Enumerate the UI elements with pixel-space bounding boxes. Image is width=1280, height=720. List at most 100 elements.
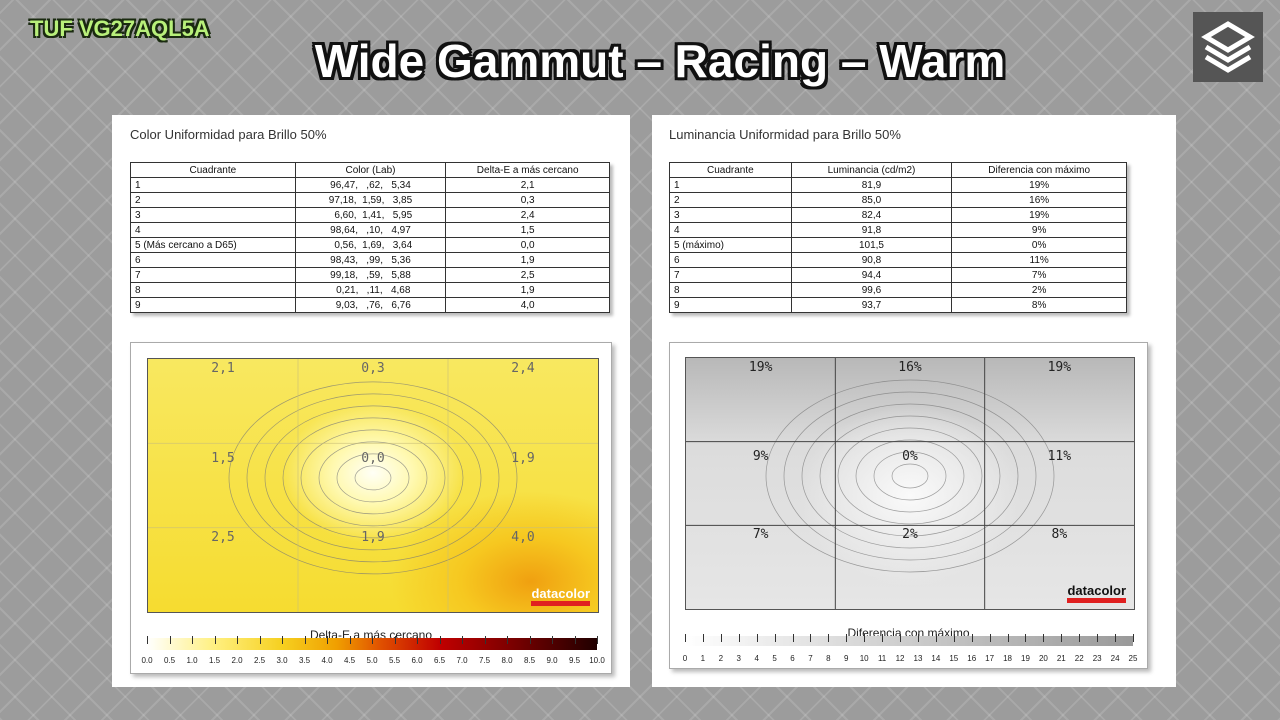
table-cell: 9% — [951, 222, 1127, 238]
cell-label: 19% — [748, 359, 773, 375]
cell-label: 16% — [898, 359, 922, 375]
table-cell: 93,7 — [790, 297, 953, 313]
table-cell: 8 — [669, 282, 792, 298]
table-row: 4 98,64, ,10, 4,97 1,5 — [130, 222, 610, 238]
scale-tick — [507, 636, 508, 644]
cell-label: 7% — [752, 527, 769, 543]
icon-graphic — [1201, 21, 1255, 73]
left-panel: Color Uniformidad para Brillo 50% Cuadran… — [112, 115, 630, 687]
scale-label: 5.0 — [366, 656, 378, 665]
scale-label: 18 — [1003, 654, 1012, 663]
table-cell: 90,8 — [790, 252, 953, 268]
scale-tick — [792, 634, 794, 642]
table-cell: 97,18, 1,59, 3,85 — [294, 192, 447, 208]
table-row: 2 85,0 16% — [669, 192, 1127, 208]
scale-tick — [810, 634, 812, 642]
scale-tick — [846, 634, 848, 642]
header-row: Cuadrante Color (Lab) Delta-E a más cercan… — [130, 162, 610, 178]
table-cell: 0,21, ,11, 4,68 — [294, 282, 447, 298]
scale-label: 21 — [1056, 654, 1066, 663]
logo-icon — [1193, 12, 1263, 82]
table-cell: 19% — [951, 177, 1127, 193]
scale-tick — [394, 636, 396, 644]
table-cell: 9 — [669, 297, 792, 313]
scale-tick — [756, 634, 758, 642]
table-row: 6 98,43, ,99, 5,36 1,9 — [130, 252, 610, 268]
scale-label: 3.5 — [298, 656, 311, 665]
table-row: 8 0,21, ,11, 4,68 1,9 — [130, 282, 610, 298]
table-cell: 5 (máximo) — [669, 237, 792, 253]
scale-label: 7.5 — [478, 656, 491, 665]
scale-tick — [439, 636, 441, 644]
scale-tick — [327, 636, 328, 644]
scale-label: 15 — [949, 654, 959, 663]
table-cell: 4 — [130, 222, 296, 238]
table-cell: 91,8 — [790, 222, 953, 238]
cell-label: 11% — [1047, 448, 1072, 464]
table-cell: 0,56, 1,69, 3,64 — [294, 237, 447, 253]
scale-label: 17 — [985, 654, 995, 663]
table-cell: 3 — [130, 207, 296, 223]
header-row: Cuadrante Luminancia (cd/m2) Diferencia co… — [669, 162, 1127, 178]
scale-label: 7 — [808, 654, 813, 663]
table-cell: 7 — [130, 267, 296, 283]
scale-tick — [1097, 634, 1099, 642]
table-cell: 6 — [669, 252, 792, 268]
scale-label: 6.5 — [433, 656, 446, 665]
cell-label: 2,5 — [211, 529, 235, 545]
cell-label: 1,5 — [211, 450, 235, 466]
scale-tick — [214, 636, 216, 644]
scale-tick — [953, 634, 955, 642]
table-row: 3 82,4 19% — [669, 207, 1127, 223]
scale-tick — [597, 636, 598, 644]
table-row: 2 97,18, 1,59, 3,85 0,3 — [130, 192, 610, 208]
table-row: 4 91,8 9% — [669, 222, 1127, 238]
scale-label: 23 — [1092, 654, 1102, 663]
scale-label: 13 — [913, 654, 923, 663]
scale-label: 1 — [700, 654, 706, 663]
datacolor-logo: datacolor — [1067, 583, 1126, 603]
table-cell: 98,43, ,99, 5,36 — [294, 252, 447, 268]
scale-tick — [169, 636, 171, 644]
scale-label: 0.0 — [141, 656, 153, 665]
scale-tick — [304, 636, 306, 644]
table-cell: 96,47, ,62, 5,34 — [294, 177, 447, 193]
table-cell: 98,64, ,10, 4,97 — [294, 222, 447, 238]
scale-tick — [774, 634, 776, 642]
scale-tick — [1043, 634, 1045, 642]
scale-label: 10.0 — [589, 656, 605, 665]
scale-tick — [147, 636, 148, 644]
table-cell: 1,9 — [445, 282, 610, 298]
scale-label: 7.0 — [456, 656, 468, 665]
cell-label: 8% — [1051, 527, 1068, 543]
table-cell: 2,1 — [445, 177, 610, 193]
table-cell: 2% — [951, 282, 1127, 298]
table-cell: 4,0 — [445, 297, 610, 313]
table-cell: 3 — [669, 207, 792, 223]
scale-label: 3.0 — [276, 656, 288, 665]
table-cell: 99,6 — [790, 282, 953, 298]
table-cell: 1 — [669, 177, 792, 193]
table-cell: 2 — [669, 192, 792, 208]
scale-tick — [882, 634, 884, 642]
heatmap-frame: 19% 16% 19% 9% 0% 11% 7% 2% 8% datacolor Diferenci… — [669, 342, 1148, 669]
table-cell: 11% — [951, 252, 1127, 268]
table-row: 5 (Más cercano a D65) 0,56, 1,69, 3,64 0,… — [130, 237, 610, 253]
scale-tick — [552, 636, 553, 644]
scale-label: 25 — [1128, 654, 1138, 663]
heatmap-frame: 2,1 0,3 2,4 1,5 0,0 1,9 2,5 1,9 4,0 datacolor Delt… — [130, 342, 612, 674]
scale-tick — [1133, 634, 1134, 642]
scale-label: 2.5 — [253, 656, 266, 665]
scale-label: 3 — [736, 654, 741, 663]
scale-label: 8.5 — [523, 656, 536, 665]
cell-label: 2% — [902, 527, 918, 543]
heatmap: 19% 16% 19% 9% 0% 11% 7% 2% 8% datacolor — [685, 357, 1135, 610]
table-row: 9 9,03, ,76, 6,76 4,0 — [130, 297, 610, 313]
column-header: Diferencia con máximo — [951, 162, 1127, 178]
column-header: Cuadrante — [669, 162, 792, 178]
scale-tick — [989, 634, 991, 642]
panel-title: Luminancia Uniformidad para Brillo 50% — [669, 127, 901, 142]
cell-label: 0% — [902, 448, 918, 464]
scale-label: 22 — [1074, 654, 1084, 663]
table-cell: 6 — [130, 252, 296, 268]
